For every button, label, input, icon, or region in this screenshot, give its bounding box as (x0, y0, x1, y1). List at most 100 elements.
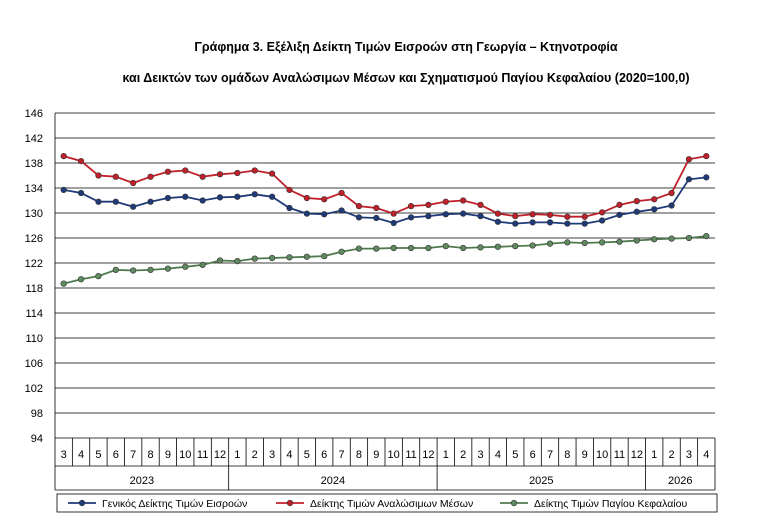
data-point (77, 276, 85, 283)
data-point (703, 174, 710, 181)
data-point (355, 245, 363, 252)
data-point (321, 253, 328, 260)
data-point (95, 172, 102, 179)
data-point (216, 257, 224, 264)
x-tick-label: 1 (651, 449, 657, 461)
data-point (321, 196, 328, 203)
x-tick-label: 11 (197, 449, 208, 461)
data-point (703, 233, 710, 240)
x-tick-label: 2 (669, 449, 675, 461)
data-point (130, 267, 137, 274)
series-line-1 (63, 176, 707, 225)
data-point (112, 198, 119, 205)
x-tick-label: 4 (286, 449, 292, 461)
chart-title-line-2: και Δεικτών των ομάδων Αναλώσιμων Μέσων … (122, 71, 690, 85)
x-tick-label: 3 (686, 449, 692, 461)
legend-entry-1: Γενικός Δείκτης Τιμών Εισροών (102, 498, 247, 510)
data-point (633, 237, 640, 244)
data-point (616, 238, 623, 245)
data-point (303, 194, 310, 202)
data-point (147, 266, 154, 273)
data-point (95, 198, 102, 205)
data-point (581, 220, 588, 227)
data-point (60, 280, 67, 287)
data-point (425, 213, 432, 220)
data-point (633, 208, 640, 215)
data-point (651, 196, 658, 203)
x-tick-label: 11 (405, 449, 416, 461)
data-point (460, 244, 467, 252)
x-tick-label: 6 (321, 449, 327, 461)
data-point (303, 253, 310, 260)
data-point (581, 239, 588, 247)
x-tick-label: 6 (530, 449, 536, 461)
y-tick-label: 142 (25, 133, 43, 145)
x-tick-label: 4 (703, 449, 709, 461)
y-tick-label: 138 (25, 158, 43, 170)
data-point (338, 189, 345, 197)
x-tick-label: 5 (304, 449, 310, 461)
data-point (182, 263, 189, 270)
x-tick-label: 8 (564, 449, 570, 461)
data-point (512, 243, 519, 250)
data-point (112, 173, 119, 180)
x-tick-label: 12 (422, 449, 434, 461)
data-point (529, 211, 536, 218)
data-point (269, 170, 276, 177)
data-point (164, 265, 171, 272)
x-tick-label: 9 (582, 449, 588, 461)
data-point (77, 158, 85, 165)
data-point (199, 261, 206, 268)
x-tick-label: 2 (252, 449, 258, 461)
data-point (373, 204, 380, 212)
data-point (390, 219, 397, 227)
y-tick-label: 98 (31, 408, 43, 420)
chart-title-line-1: Γράφημα 3. Εξέλιξη Δείκτη Τιμών Εισροών … (194, 40, 618, 54)
x-tick-label: 10 (179, 449, 191, 461)
y-tick-label: 126 (25, 233, 43, 245)
data-point (512, 213, 519, 220)
x-tick-label: 7 (130, 449, 136, 461)
year-label: 2024 (321, 475, 345, 487)
series-line-2 (63, 155, 707, 218)
y-tick-label: 146 (25, 108, 43, 120)
data-point (685, 234, 693, 242)
data-point (477, 244, 484, 251)
legend-swatch-marker (78, 499, 86, 507)
data-point (529, 219, 536, 226)
x-tick-label: 5 (512, 449, 518, 461)
x-tick-label: 3 (61, 449, 67, 461)
data-point (286, 254, 293, 261)
x-tick-label: 11 (614, 449, 625, 461)
data-point (269, 193, 276, 200)
data-point (234, 258, 241, 265)
data-point (216, 171, 224, 178)
y-tick-label: 106 (25, 358, 43, 370)
data-point (390, 210, 397, 217)
data-point (286, 186, 293, 193)
data-point (251, 167, 258, 174)
data-point (668, 189, 675, 197)
data-point (407, 244, 415, 252)
data-point (581, 213, 588, 220)
data-point (651, 206, 658, 213)
data-point (564, 213, 571, 220)
data-point (373, 214, 380, 222)
legend-swatch-marker (510, 499, 518, 507)
data-point (442, 198, 449, 205)
x-tick-label: 10 (388, 449, 400, 461)
data-point (216, 194, 224, 201)
data-point (182, 193, 189, 200)
data-point (130, 203, 137, 210)
data-point (494, 243, 501, 250)
data-point (460, 210, 467, 217)
data-point (546, 219, 554, 226)
legend-entry-2: Δείκτης Τιμών Αναλώσιμων Μέσων (310, 498, 473, 510)
legend-box (56, 493, 718, 513)
data-point (147, 173, 154, 180)
data-point (685, 176, 693, 183)
data-point (685, 156, 693, 163)
data-point (477, 213, 484, 220)
data-point (130, 179, 137, 187)
